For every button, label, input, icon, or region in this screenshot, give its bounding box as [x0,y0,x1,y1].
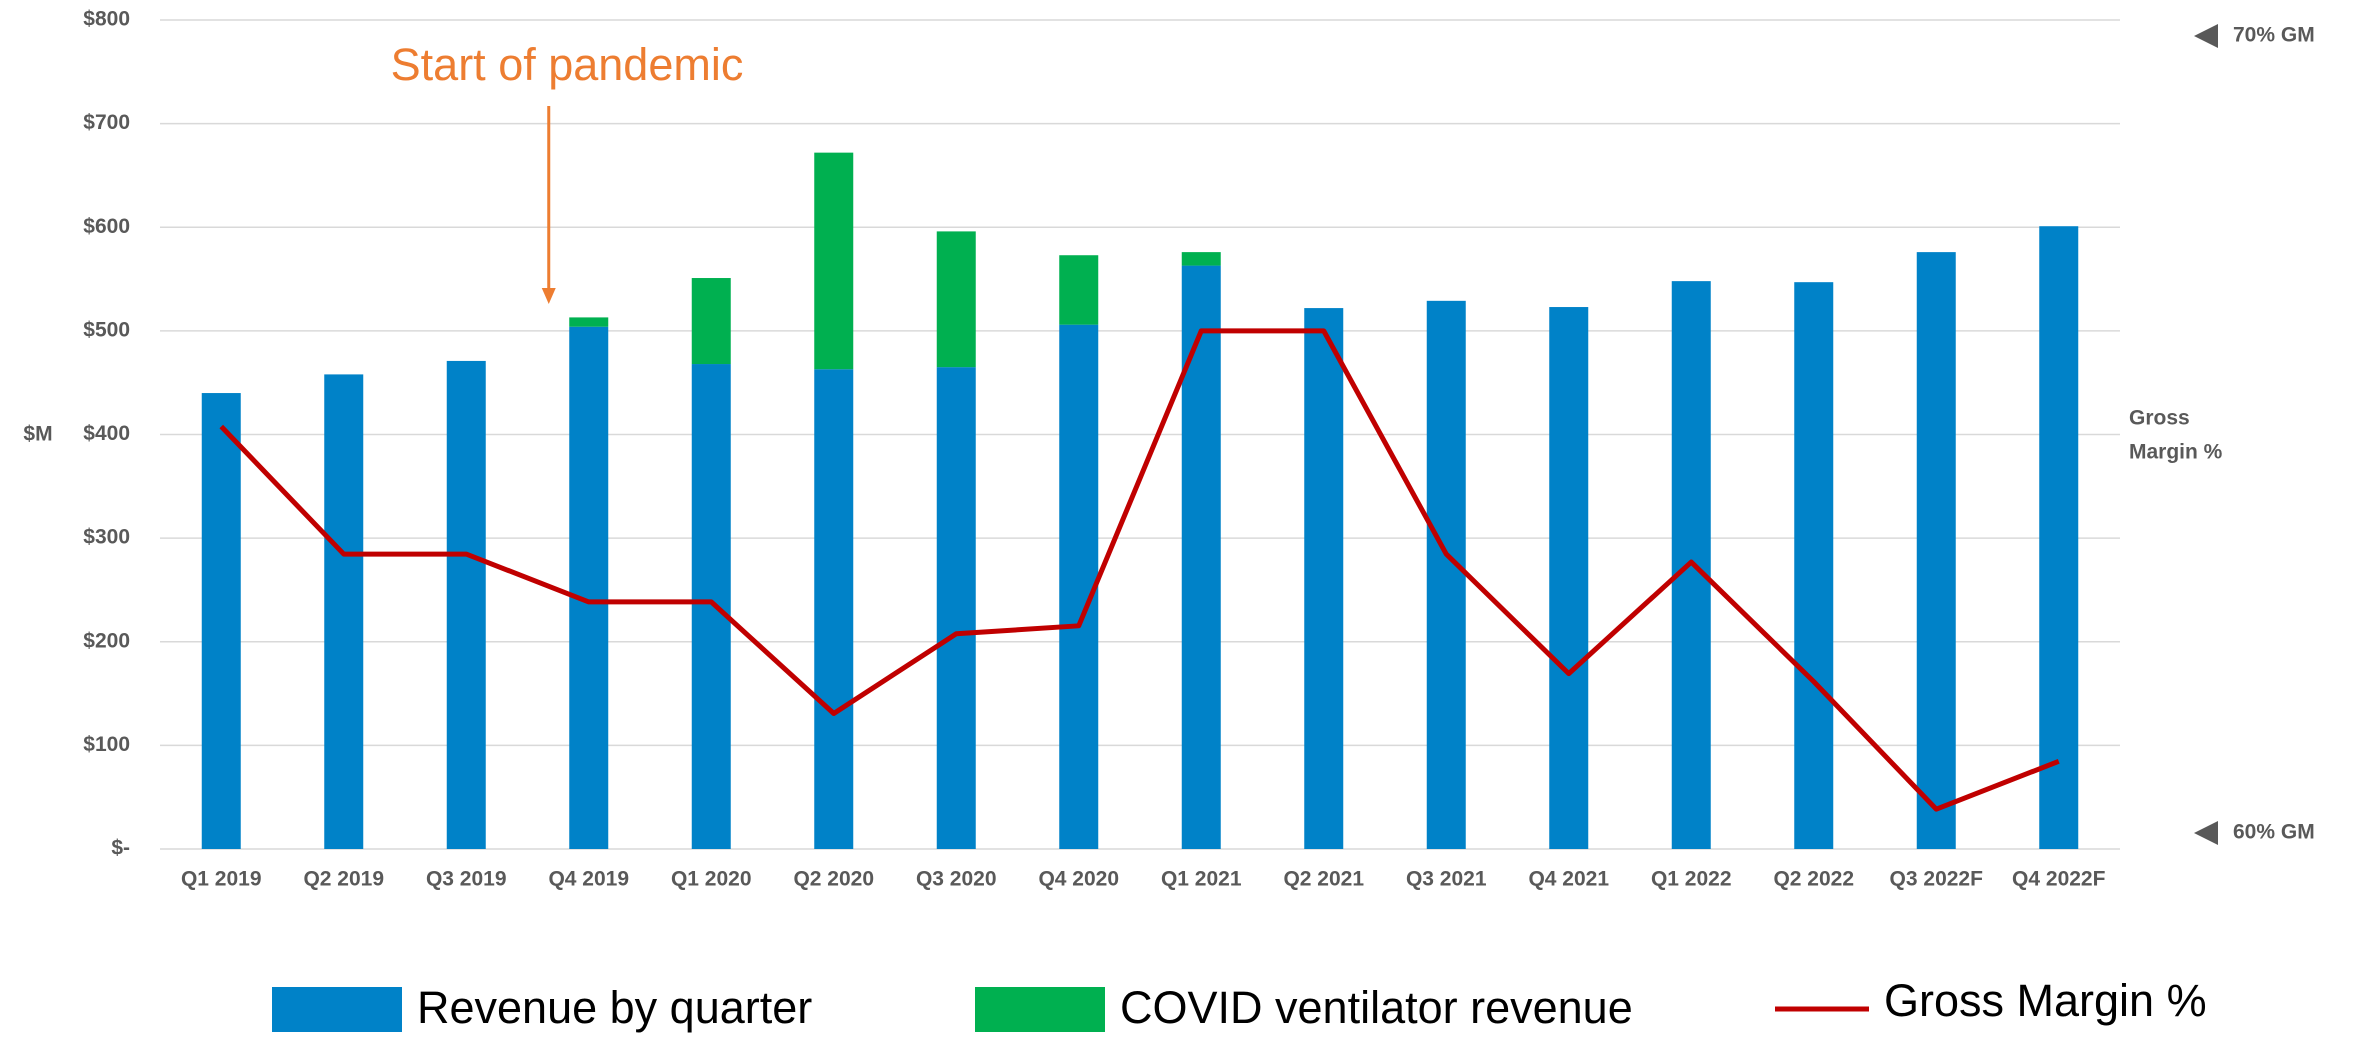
bar [814,369,854,849]
y-tick-label: $700 [83,111,130,134]
x-tick-label: Q1 2019 [181,868,262,891]
x-tick-label: Q4 2019 [548,868,629,891]
bar [1181,252,1221,266]
annotation: Start of pandemic [391,39,744,90]
x-tick-label: Q2 2020 [793,868,874,891]
x-tick-label: Q3 2019 [426,868,507,891]
line [219,328,2060,812]
x-tick-label: Q1 2022 [1651,868,1732,891]
bar [936,231,976,368]
annotation-arrowhead [541,288,556,304]
legend-swatch [975,987,1105,1032]
bar [814,152,854,370]
bar [569,326,609,850]
y-tick-label: $- [111,837,130,860]
bar [1916,252,1956,849]
legend-label: Revenue by quarter [417,982,812,1033]
legend-label: Gross Margin % [1884,975,2207,1026]
bar [1794,282,1834,849]
x-tick-label: Q2 2021 [1283,868,1364,891]
x-tick-label: Q3 2022F [1890,868,1984,891]
x-tick-label: Q4 2021 [1528,868,1609,891]
bar [936,367,976,849]
x-tick-label: Q1 2021 [1161,868,1242,891]
x-tick-label: Q3 2020 [916,868,997,891]
y2-axis-label: Margin % [2129,441,2223,464]
y2-tick-label: 60% GM [2233,821,2315,844]
y-axis-label: $M [23,423,52,446]
y2-tick-label: 70% GM [2233,23,2315,46]
bar [1059,255,1099,325]
bar [324,374,364,849]
x-tick-label: Q4 2022F [2012,868,2106,891]
bar [201,393,241,849]
bar [691,364,731,849]
bar [691,278,731,365]
y-tick-label: $100 [83,733,130,756]
y2-tick-mark [2194,23,2218,48]
y-tick-label: $300 [83,526,130,549]
y-tick-label: $600 [83,215,130,238]
bar [1059,324,1099,850]
x-tick-label: Q2 2019 [303,868,384,891]
y-tick-label: $400 [83,422,130,445]
bar [1426,300,1466,850]
bar [1181,265,1221,849]
bar [1549,307,1589,849]
x-tick-label: Q1 2020 [671,868,752,891]
x-tick-label: Q2 2022 [1773,868,1854,891]
x-tick-label: Q4 2020 [1038,868,1119,891]
bar [2039,226,2079,849]
y2-tick-mark [2194,821,2218,846]
x-tick-label: Q3 2021 [1406,868,1487,891]
y2-axis-label: Gross [2129,407,2190,430]
legend-label: COVID ventilator revenue [1120,982,1633,1033]
bar [569,317,609,327]
y-tick-label: $800 [83,8,130,31]
legend-swatch [272,987,402,1032]
y-tick-label: $200 [83,629,130,652]
y-tick-label: $500 [83,318,130,341]
bar [446,360,486,849]
bar [1304,308,1344,849]
